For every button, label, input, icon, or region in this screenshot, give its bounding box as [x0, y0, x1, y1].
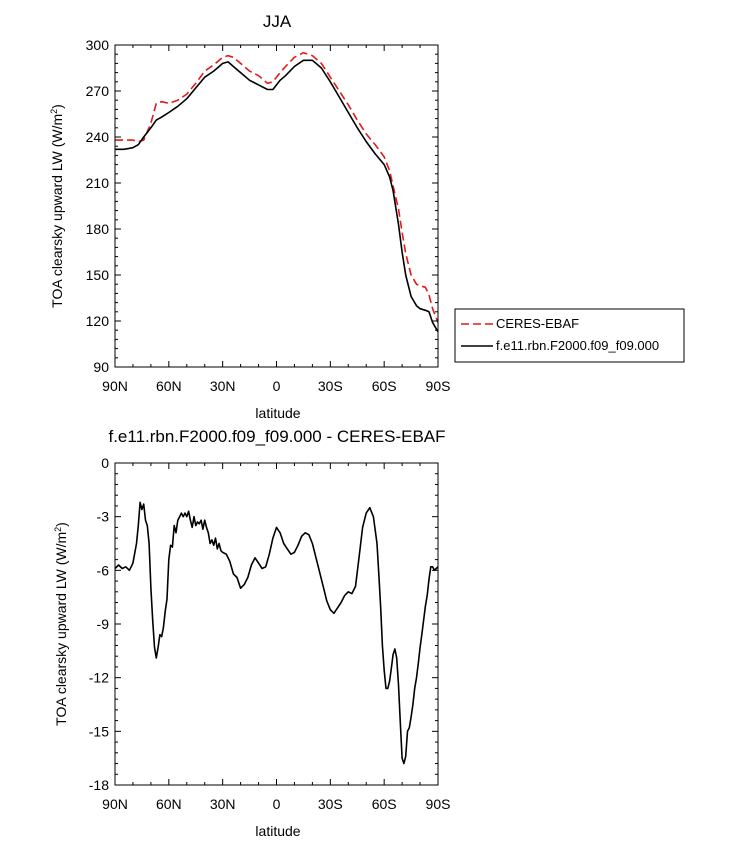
bottom-panel-y-tick-label: -6 [97, 562, 110, 578]
top-panel-x-tick-label: 60N [156, 378, 182, 394]
legend-label-ceres: CERES-EBAF [496, 316, 579, 331]
bottom-panel-y-tick-label: -18 [89, 777, 109, 793]
bottom-panel-x-tick-label: 30N [210, 796, 236, 812]
bottom-panel-y-tick-label: -3 [97, 509, 110, 525]
top-panel-x-tick-label: 90N [102, 378, 128, 394]
top-panel-x-tick-label: 30N [210, 378, 236, 394]
bottom-panel-x-tick-label: 60N [156, 796, 182, 812]
top-panel-y-tick-label: 300 [86, 37, 110, 53]
top-panel-x-tick-label: 30S [318, 378, 343, 394]
top-panel-y-tick-label: 180 [86, 221, 110, 237]
top-panel-frame [114, 44, 439, 368]
top-panel-x-tick-label: 90S [426, 378, 451, 394]
top-panel-series-line-0 [115, 51, 439, 323]
legend: CERES-EBAF f.e11.rbn.F2000.f09_f09.000 [454, 308, 685, 363]
bottom-panel-y-tick-label: 0 [101, 455, 109, 471]
bottom-panel-y-axis-label: TOA clearsky upward LW (W/m2) [53, 522, 69, 726]
top-panel-title: JJA [263, 12, 292, 31]
bottom-panel-y-tick-label: -9 [97, 616, 110, 632]
top-panel: JJA 90 120 150 180 210 240 270 300 90N 60N 30N 0 30… [49, 12, 685, 421]
top-panel-y-tick-label: 270 [86, 83, 110, 99]
top-panel-x-tick-label: 60S [372, 378, 397, 394]
bottom-panel-series-group [114, 501, 439, 765]
top-panel-y-tick-label: 240 [86, 129, 110, 145]
bottom-panel-x-tick-label: 90N [102, 796, 128, 812]
top-panel-x-tick-label: 0 [273, 378, 281, 394]
top-panel-y-ticks: 90 120 150 180 210 240 270 300 [86, 37, 438, 375]
bottom-panel-x-ticks: 90N 60N 30N 0 30S 60S 90S [102, 463, 450, 812]
bottom-panel-x-tick-label: 60S [372, 796, 397, 812]
top-panel-series-line-1 [115, 59, 439, 333]
bottom-panel-x-tick-label: 30S [318, 796, 343, 812]
legend-box [454, 308, 685, 363]
legend-label-model: f.e11.rbn.F2000.f09_f09.000 [496, 338, 659, 353]
top-panel-y-tick-label: 120 [86, 313, 110, 329]
top-panel-y-axis-label: TOA clearsky upward LW (W/m2) [49, 104, 65, 308]
bottom-panel-x-tick-label: 90S [426, 796, 451, 812]
top-panel-y-tick-label: 90 [93, 359, 109, 375]
bottom-panel-y-tick-label: -12 [89, 670, 109, 686]
top-panel-x-ticks: 90N 60N 30N 0 30S 60S 90S [102, 45, 450, 394]
top-panel-series-group [115, 51, 439, 333]
bottom-panel-y-ticks: 0 -3 -6 -9 -12 -15 -18 [89, 455, 438, 793]
bottom-panel: f.e11.rbn.F2000.f09_f09.000 - CERES-EBAF… [53, 427, 450, 839]
top-panel-x-axis-label: latitude [255, 405, 300, 421]
bottom-panel-x-axis-label: latitude [255, 823, 300, 839]
bottom-panel-x-tick-label: 0 [273, 796, 281, 812]
top-panel-y-tick-label: 210 [86, 175, 110, 191]
bottom-panel-y-tick-label: -15 [89, 723, 109, 739]
bottom-panel-title: f.e11.rbn.F2000.f09_f09.000 - CERES-EBAF [108, 427, 445, 446]
bottom-panel-series-line-0 [114, 501, 439, 765]
top-panel-y-tick-label: 150 [86, 267, 110, 283]
